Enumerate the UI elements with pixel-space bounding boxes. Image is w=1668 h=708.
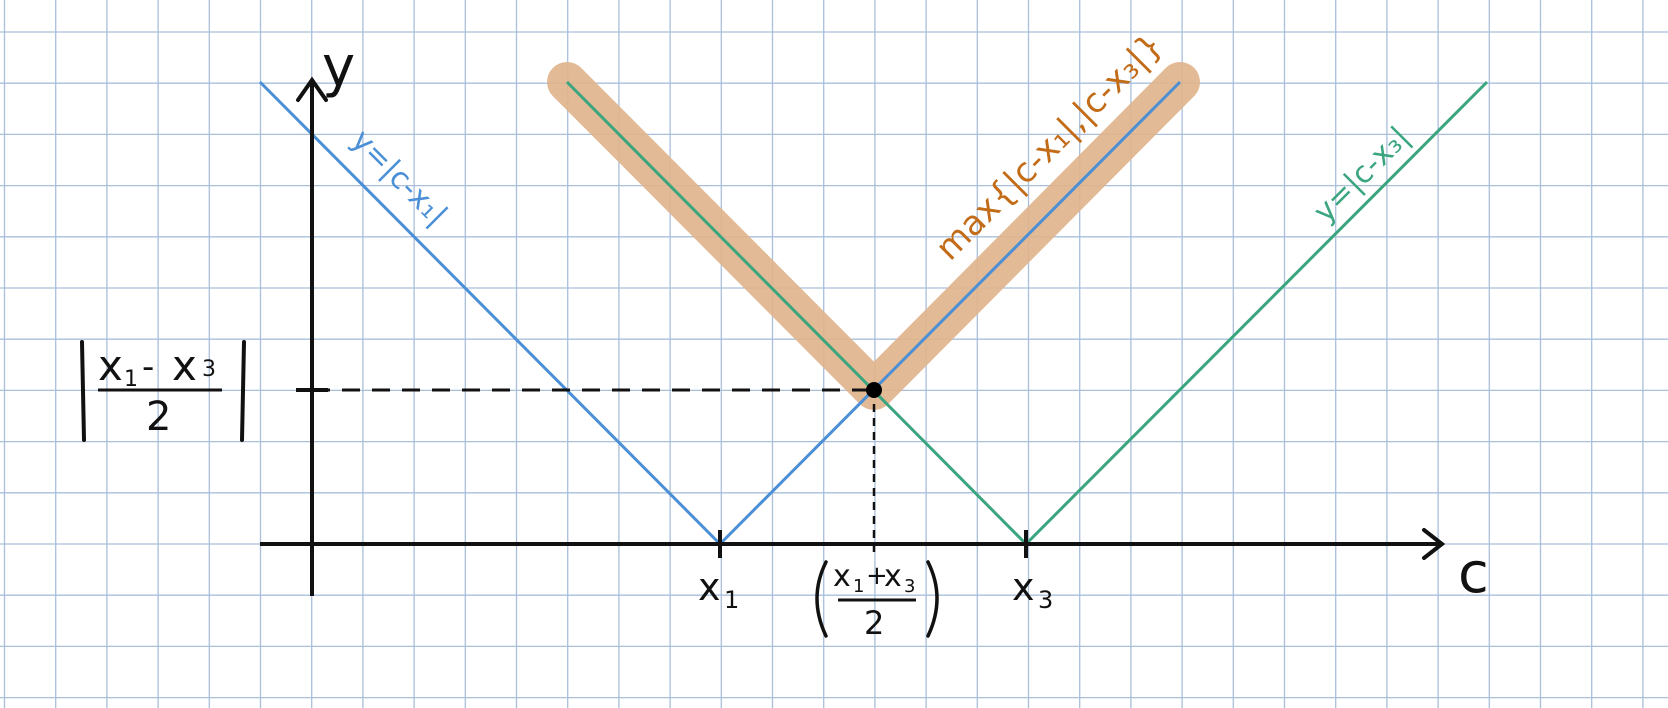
y-value-label: x 1 - x 3 2 (80, 340, 246, 442)
y-label-sub-b: 3 (202, 357, 216, 382)
midpoint-right-paren (926, 560, 939, 638)
x3-symbol: x (1012, 565, 1035, 609)
x3-subscript: 3 (1038, 586, 1053, 614)
y-label-sub-a: 1 (124, 367, 138, 392)
x1-label: x 1 (698, 565, 739, 614)
midpoint-left-paren (815, 560, 828, 638)
y-axis-label: y (322, 35, 355, 100)
y-label-op: - (142, 347, 154, 387)
y-label-num-a: x (98, 341, 123, 390)
x-axis-label: c (1458, 541, 1489, 606)
label-abs-c-x1: y=|c-x₁| (344, 123, 454, 233)
abs-bar-right (240, 340, 246, 442)
x1-subscript: 1 (724, 586, 739, 614)
midpoint-sub-b: 3 (904, 576, 915, 597)
y-label-num-b: x (172, 341, 197, 390)
abs-bar-left (80, 340, 86, 442)
y-label-den: 2 (146, 394, 171, 440)
x3-label: x 3 (1012, 565, 1053, 614)
midpoint-op: + (866, 561, 888, 591)
midpoint-num-a: x (833, 559, 851, 594)
x1-symbol: x (698, 565, 721, 609)
y-axis-arrowhead (296, 76, 328, 102)
midpoint-sub-a: 1 (853, 576, 864, 597)
minimum-point (866, 382, 882, 398)
label-abs-c-x3: y=|c-x₃| (1307, 120, 1417, 230)
midpoint-label: x 1 + x 3 2 (815, 559, 939, 642)
x-axis-arrowhead (1422, 528, 1446, 560)
midpoint-den: 2 (864, 604, 884, 642)
midpoint-num-b: x (884, 559, 902, 594)
